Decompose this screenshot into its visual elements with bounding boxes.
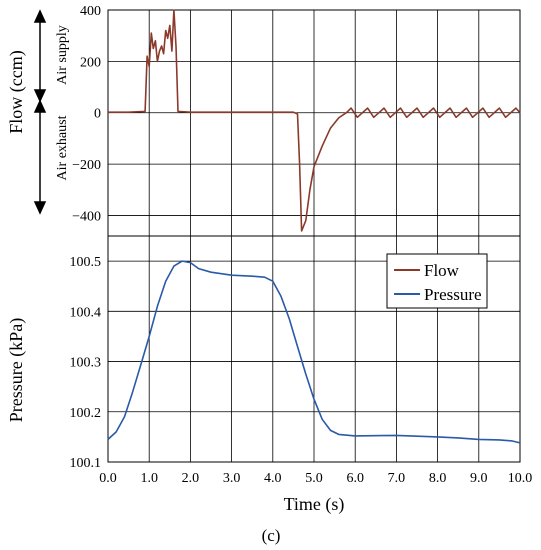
legend-box [386,253,488,309]
x-tick-label: 6.0 [346,471,364,486]
series-layer [107,9,521,444]
flow-y-tick-label: 400 [80,4,101,19]
flow-axis-label: Flow (ccm) [6,50,27,133]
pressure-y-tick-labels: 100.5 100.4 100.3 100.2 100.1 [70,255,102,471]
air-supply-arrow [33,9,47,103]
flow-series-line [108,9,521,232]
pressure-y-tick-label: 100.5 [70,255,102,270]
x-tick-label: 2.0 [182,471,200,486]
x-tick-label: 10.0 [508,471,533,486]
figure-caption: (c) [262,526,281,545]
flow-y-tick-label: −400 [72,209,101,224]
legend-flow-label: Flow [424,261,460,280]
flow-y-tick-label: −200 [72,158,101,173]
flow-y-tick-label: 0 [94,107,101,122]
x-tick-labels: 0.0 1.0 2.0 3.0 4.0 5.0 6.0 7.0 8.0 9.0 10.0 [99,471,532,486]
pressure-y-tick-label: 100.2 [70,406,102,421]
legend: Flow Pressure [386,253,488,309]
pressure-y-tick-label: 100.4 [70,305,102,320]
legend-pressure-label: Pressure [424,285,482,304]
x-tick-label: 1.0 [140,471,158,486]
x-tick-label: 7.0 [388,471,406,486]
time-axis-label: Time (s) [284,494,345,515]
x-tick-label: 9.0 [470,471,488,486]
x-tick-label: 8.0 [429,471,447,486]
x-tick-label: 5.0 [305,471,323,486]
x-tick-label: 0.0 [99,471,117,486]
x-tick-label: 3.0 [223,471,241,486]
air-supply-label: Air supply [55,25,70,85]
air-exhaust-arrow [33,99,47,215]
x-tick-label: 4.0 [264,471,282,486]
flow-y-tick-label: 200 [80,55,101,70]
pressure-y-tick-label: 100.1 [70,456,102,471]
pressure-axis-label: Pressure (kPa) [6,318,27,422]
air-exhaust-label: Air exhaust [55,115,70,180]
pressure-series-line [107,260,521,444]
pressure-y-tick-label: 100.3 [70,356,102,371]
flow-y-tick-labels: 400 200 0 −200 −400 [72,4,101,224]
